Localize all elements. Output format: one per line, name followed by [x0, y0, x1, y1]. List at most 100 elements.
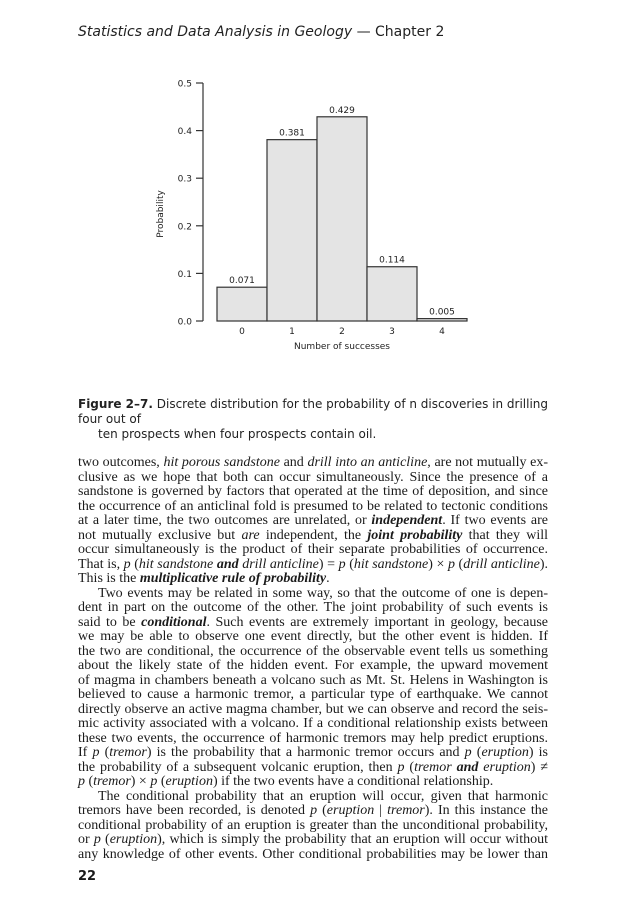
text-run: ) if the two events have a conditional r… [212, 774, 494, 789]
text-run: occur simultaneously is the product of t… [78, 542, 548, 557]
text-run: ) is the probability that a harmonic tre… [146, 745, 465, 760]
emphasized-term: independent [371, 513, 443, 528]
x-tick-label: 1 [289, 327, 295, 337]
text-line: tremors have been recorded, is denoted p… [78, 803, 548, 819]
figure-label: Figure 2–7. [78, 397, 153, 411]
emphasized-term: multiplicative rule of probability [139, 571, 327, 586]
text-line: not mutually exclusive but are independe… [78, 527, 548, 544]
text-run: and [279, 455, 308, 470]
text-line: occur simultaneously is the product of t… [78, 542, 548, 558]
header-separator: — [352, 24, 376, 40]
bar [266, 139, 318, 322]
text-run: This is the [78, 571, 140, 586]
text-line: clusive as we hope that both can occur s… [78, 469, 548, 486]
y-tick-label: 0.3 [178, 175, 192, 185]
text-line: If p (tremor) is the probability that a … [78, 745, 549, 761]
text-run: said to be [78, 614, 142, 630]
text-run: ( [317, 803, 327, 818]
italic-text: hit sandstone [353, 556, 429, 572]
italic-text: hit porous sandstone [163, 455, 280, 470]
text-line: the two are conditional, the occurrence … [78, 643, 548, 660]
text-run: sandstone is governed by factors that op… [78, 484, 548, 499]
caption-line-1: Discrete distribution for the probabilit… [78, 397, 548, 426]
probability-histogram: 0.0 0.1 0.2 0.3 0.4 0.5 0.071 0 0.381 1 0.429 2 0.11… [156, 80, 468, 352]
text-run: ) × [130, 774, 151, 789]
text-line: these two events, the occurrence of harm… [78, 730, 548, 747]
text-run: That is, [78, 556, 124, 572]
bar-data-label: 0.114 [379, 256, 405, 266]
text-run: or [78, 832, 94, 847]
text-line: about the likely state of the hidden eve… [78, 658, 548, 674]
italic-text: p [397, 759, 405, 775]
text-run: ( [157, 774, 166, 789]
italic-text: hit sandstone [138, 556, 217, 572]
text-run: ) = [318, 556, 339, 572]
italic-text: eruption [481, 745, 529, 760]
text-line: the probability of a subsequent volcanic… [78, 759, 548, 776]
emphasized-term: and [216, 556, 239, 572]
italic-text: p [464, 745, 472, 760]
text-run: , are not mutually ex- [427, 455, 549, 470]
caption-line-2: ten prospects when four prospects contai… [98, 427, 377, 441]
text-run: Two events may be related in some way, s… [98, 585, 548, 601]
text-run: tremors have been recorded, is denoted [78, 803, 311, 818]
text-run: of magma in chambers beneath a volcano s… [78, 672, 548, 688]
bar-data-label: 0.429 [329, 106, 355, 116]
bar [316, 116, 368, 322]
text-line: Two events may be related in some way, s… [78, 585, 548, 602]
italic-text: eruption [478, 759, 531, 775]
text-run: ). [539, 556, 549, 572]
emphasized-term: conditional [141, 614, 207, 630]
text-run: . Such events are extremely important in… [206, 614, 548, 630]
x-tick-label: 2 [339, 327, 345, 337]
y-axis-label: Probability [156, 190, 166, 238]
text-run: the two are conditional, the occurrence … [78, 643, 548, 659]
italic-text: p [92, 745, 100, 760]
text-run: we may be able to observe one event dire… [78, 629, 548, 644]
italic-text: p [78, 774, 85, 789]
text-run: any knowledge of other events. Other con… [78, 846, 548, 862]
emphasized-term: and [456, 759, 479, 775]
y-tick-label: 0.1 [178, 270, 192, 280]
text-run: these two events, the occurrence of harm… [78, 730, 548, 746]
text-line: sandstone is governed by factors that op… [78, 484, 548, 500]
text-run: ( [345, 556, 354, 572]
text-run: not mutually exclusive but [78, 527, 242, 543]
emphasized-term: joint probability [367, 527, 463, 543]
text-run: at a later time, the two outcomes are un… [78, 513, 372, 528]
x-tick-label: 3 [389, 327, 395, 337]
italic-text: are [241, 527, 260, 543]
text-run: ( [85, 774, 94, 789]
text-run: ), which is simply the probability that … [157, 832, 548, 847]
italic-text: tremor [109, 745, 147, 760]
text-run: believed to cause a harmonic tremor, a p… [78, 687, 548, 702]
text-line: any knowledge of other events. Other con… [78, 846, 548, 863]
text-run: conditional probability of an eruption i… [78, 817, 548, 833]
running-header: Statistics and Data Analysis in Geology … [78, 24, 444, 40]
text-line: conditional probability of an eruption i… [78, 817, 548, 834]
bar [216, 286, 268, 322]
text-run: ( [99, 745, 110, 760]
italic-text: drill into an anticline [307, 455, 428, 470]
text-line: mic activity associated with a volcano. … [78, 716, 548, 732]
text-run: mic activity associated with a volcano. … [78, 716, 548, 731]
y-tick-label: 0.4 [178, 127, 193, 137]
text-run: ) is [528, 745, 549, 760]
text-run: . [326, 571, 330, 586]
bar-data-label: 0.005 [429, 308, 455, 318]
italic-text: p [447, 556, 455, 572]
text-line: said to be conditional. Such events are … [78, 614, 548, 631]
text-run: that they will [462, 527, 548, 543]
bar [366, 266, 418, 322]
text-run: clusive as we hope that both can occur s… [78, 469, 548, 485]
text-line: dent in part on the outcome of the other… [78, 600, 548, 616]
text-run: ( [471, 745, 482, 760]
text-run: The conditional probability that an erup… [98, 788, 548, 804]
italic-text: tremor [414, 759, 457, 775]
text-run: If [78, 745, 93, 760]
text-line: The conditional probability that an erup… [78, 788, 548, 805]
x-axis-label: Number of successes [294, 342, 390, 352]
bar [416, 318, 468, 322]
y-tick-label: 0.0 [178, 318, 193, 328]
text-run: about the likely state of the hidden eve… [78, 658, 548, 673]
